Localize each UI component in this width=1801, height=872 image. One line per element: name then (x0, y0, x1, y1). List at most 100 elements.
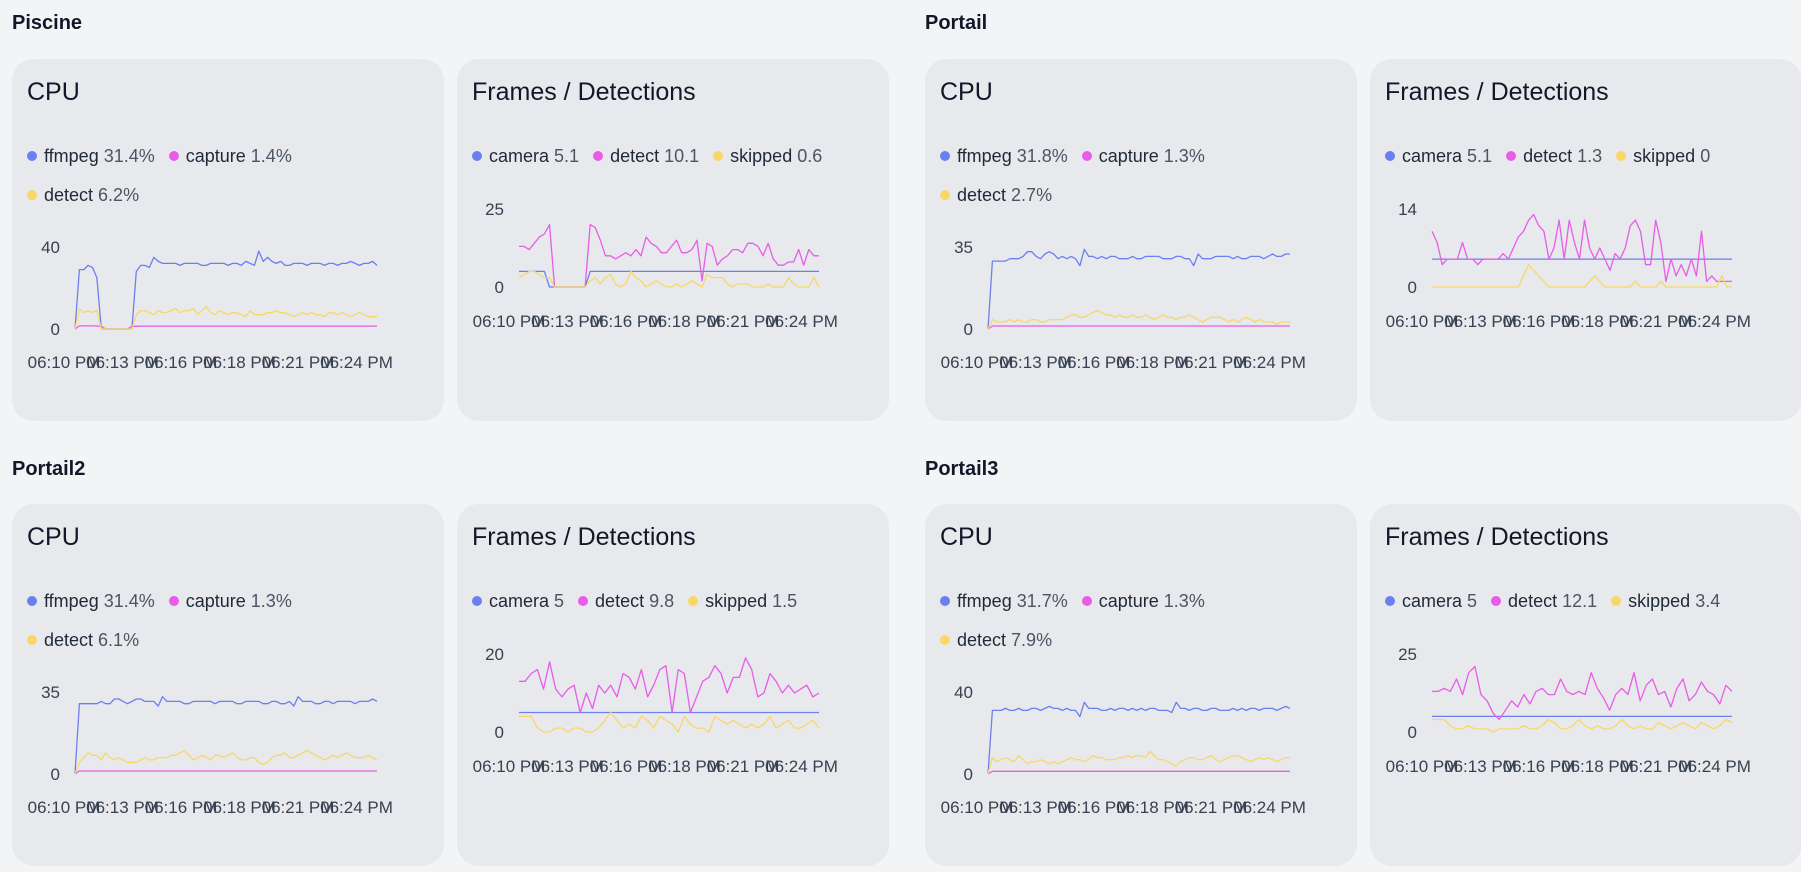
legend-value: 1.3% (250, 591, 292, 611)
legend-item-skipped[interactable]: skipped 0 (1616, 137, 1710, 176)
series-line-detect (519, 657, 820, 714)
legend-item-capture[interactable]: capture 1.3% (1081, 137, 1205, 176)
x-tick-label: 06:13 PM (999, 353, 1072, 372)
legend-item-camera[interactable]: camera 5 (1385, 582, 1477, 621)
legend-item-detect[interactable]: detect 6.2% (27, 176, 139, 215)
x-tick-label: 06:10 PM (1386, 312, 1459, 331)
x-tick-label: 06:10 PM (1386, 757, 1459, 776)
legend-value: 5 (1467, 591, 1478, 611)
series-line-skipped (1432, 718, 1733, 733)
x-tick-label: 06:16 PM (145, 353, 218, 372)
legend-item-detect[interactable]: detect 6.1% (27, 621, 139, 660)
legend-item-capture[interactable]: capture 1.3% (1081, 582, 1205, 621)
legend-dot-icon (27, 190, 37, 200)
legend-value: 1.3 (1577, 146, 1603, 166)
cpu-card: CPU ffmpeg 31.4% capture 1.4% detect 6.2% 40 0 06… (12, 59, 444, 421)
legend-label: skipped (1628, 591, 1691, 611)
legend-value: 1.5 (772, 591, 798, 611)
x-tick-label: 06:16 PM (1503, 312, 1576, 331)
legend-item-ffmpeg[interactable]: ffmpeg 31.4% (27, 137, 155, 176)
x-tick-label: 06:18 PM (648, 757, 721, 776)
y-tick-label: 0 (495, 723, 504, 742)
legend-item-skipped[interactable]: skipped 0.6 (713, 137, 822, 176)
legend-item-camera[interactable]: camera 5.1 (472, 137, 579, 176)
legend-item-camera[interactable]: camera 5 (472, 582, 564, 621)
card-title: Frames / Detections (472, 523, 696, 551)
x-tick-label: 06:10 PM (28, 353, 101, 372)
y-tick-label: 20 (485, 645, 504, 664)
legend-label: skipped (705, 591, 768, 611)
x-tick-label: 06:18 PM (1116, 798, 1189, 817)
legend-dot-icon (1081, 596, 1092, 606)
legend-value: 0 (1700, 146, 1711, 166)
y-tick-label: 35 (954, 238, 973, 257)
legend-item-ffmpeg[interactable]: ffmpeg 31.7% (940, 582, 1068, 621)
legend-label: camera (1402, 146, 1463, 166)
legend-item-detect[interactable]: detect 1.3 (1506, 137, 1602, 176)
legend-item-detect[interactable]: detect 9.8 (578, 582, 674, 621)
card-title: CPU (27, 523, 80, 551)
legend-dot-icon (27, 151, 37, 161)
chart-legend: ffmpeg 31.4% capture 1.4% detect 6.2% (27, 137, 427, 215)
camera-title-portail2: Portail2 (12, 458, 86, 480)
x-tick-label: 06:16 PM (590, 312, 663, 331)
legend-item-capture[interactable]: capture 1.3% (168, 582, 292, 621)
y-tick-label: 14 (1398, 200, 1417, 219)
legend-item-detect[interactable]: detect 2.7% (940, 176, 1052, 215)
series-line-ffmpeg (74, 696, 378, 775)
y-tick-label: 40 (954, 683, 973, 702)
legend-label: capture (185, 146, 246, 166)
legend-label: skipped (730, 146, 793, 166)
legend-value: 31.8% (1016, 146, 1068, 166)
x-tick-label: 06:13 PM (531, 312, 604, 331)
x-tick-label: 06:10 PM (941, 353, 1014, 372)
y-tick-label: 0 (964, 765, 973, 784)
x-tick-label: 06:21 PM (1620, 757, 1693, 776)
legend-item-skipped[interactable]: skipped 1.5 (688, 582, 797, 621)
legend-label: camera (489, 146, 550, 166)
legend-label: capture (1098, 591, 1159, 611)
legend-dot-icon (27, 635, 37, 645)
series-line-skipped (1432, 264, 1732, 288)
legend-label: detect (1523, 146, 1573, 166)
legend-item-detect[interactable]: detect 12.1 (1491, 582, 1597, 621)
legend-item-capture[interactable]: capture 1.4% (168, 137, 292, 176)
card-title: Frames / Detections (1385, 523, 1609, 551)
legend-item-skipped[interactable]: skipped 3.4 (1611, 582, 1720, 621)
legend-item-camera[interactable]: camera 5.1 (1385, 137, 1492, 176)
legend-value: 3.4 (1695, 591, 1721, 611)
legend-label: detect (44, 630, 94, 650)
series-line-detect (1431, 213, 1732, 283)
legend-value: 0.6 (797, 146, 823, 166)
chart-legend: ffmpeg 31.8% capture 1.3% detect 2.7% (940, 137, 1340, 215)
legend-label: skipped (1633, 146, 1696, 166)
legend-value: 5.1 (554, 146, 580, 166)
x-tick-label: 06:21 PM (1620, 312, 1693, 331)
legend-value: 31.4% (103, 146, 155, 166)
legend-item-detect[interactable]: detect 10.1 (593, 137, 699, 176)
y-tick-label: 40 (41, 238, 60, 257)
legend-value: 1.4% (250, 146, 292, 166)
x-tick-label: 06:21 PM (262, 353, 335, 372)
frames-card: Frames / Detections camera 5.1 detect 10.1 sk… (457, 59, 889, 421)
x-tick-label: 06:16 PM (1503, 757, 1576, 776)
legend-dot-icon (940, 635, 950, 645)
cpu-card: CPU ffmpeg 31.4% capture 1.3% detect 6.1% 35 0 06… (12, 504, 444, 866)
x-tick-label: 06:21 PM (1175, 353, 1248, 372)
series-line-camera (519, 270, 819, 288)
series-line-capture (987, 770, 1290, 775)
chart-legend: ffmpeg 31.4% capture 1.3% detect 6.1% (27, 582, 427, 660)
series-line-ffmpeg (74, 250, 378, 330)
legend-dot-icon (578, 596, 589, 606)
legend-item-ffmpeg[interactable]: ffmpeg 31.4% (27, 582, 155, 621)
legend-value: 1.3% (1163, 591, 1205, 611)
legend-item-ffmpeg[interactable]: ffmpeg 31.8% (940, 137, 1068, 176)
legend-label: ffmpeg (957, 146, 1012, 166)
card-title: CPU (27, 78, 80, 106)
cpu-card: CPU ffmpeg 31.8% capture 1.3% detect 2.7% 35 0 06… (925, 59, 1357, 421)
legend-item-detect[interactable]: detect 7.9% (940, 621, 1052, 660)
